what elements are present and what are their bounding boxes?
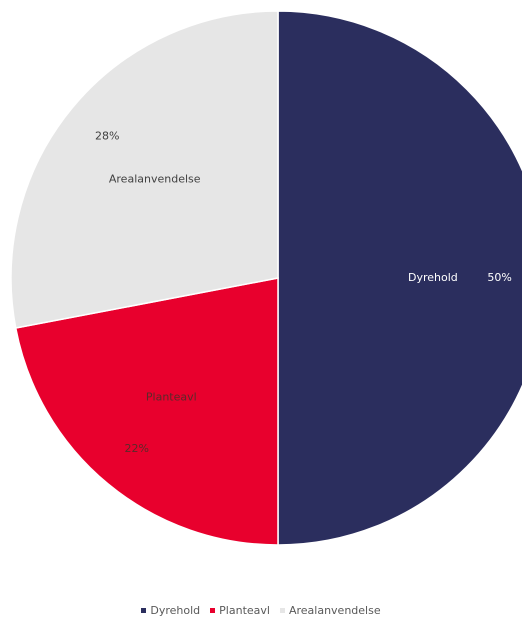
legend-item-arealanvendelse: Arealanvendelse bbox=[279, 604, 381, 617]
slice-label-arealanvendelse: Arealanvendelse bbox=[109, 172, 201, 185]
slice-label-dyrehold: Dyrehold bbox=[408, 271, 458, 284]
legend-item-planteavl: Planteavl bbox=[210, 604, 270, 617]
pie-slice-arealanvendelse bbox=[10, 10, 279, 329]
slice-label-planteavl: Planteavl bbox=[146, 390, 197, 403]
slice-percent-dyrehold: 50% bbox=[487, 271, 511, 284]
pie-slice-planteavl bbox=[14, 277, 279, 546]
legend-swatch-arealanvendelse bbox=[279, 608, 285, 613]
slice-percent-planteavl: 22% bbox=[124, 442, 148, 455]
pie-slice-dyrehold bbox=[277, 10, 522, 546]
legend-item-dyrehold: Dyrehold bbox=[141, 604, 200, 617]
legend-label-arealanvendelse: Arealanvendelse bbox=[288, 604, 381, 617]
legend-label-dyrehold: Dyrehold bbox=[150, 604, 201, 617]
legend-swatch-dyrehold bbox=[141, 608, 147, 613]
legend-label-planteavl: Planteavl bbox=[219, 604, 270, 617]
legend: Dyrehold Planteavl Arealanvendelse bbox=[0, 604, 522, 617]
slice-percent-arealanvendelse: 28% bbox=[95, 130, 119, 143]
legend-swatch-planteavl bbox=[210, 608, 216, 613]
